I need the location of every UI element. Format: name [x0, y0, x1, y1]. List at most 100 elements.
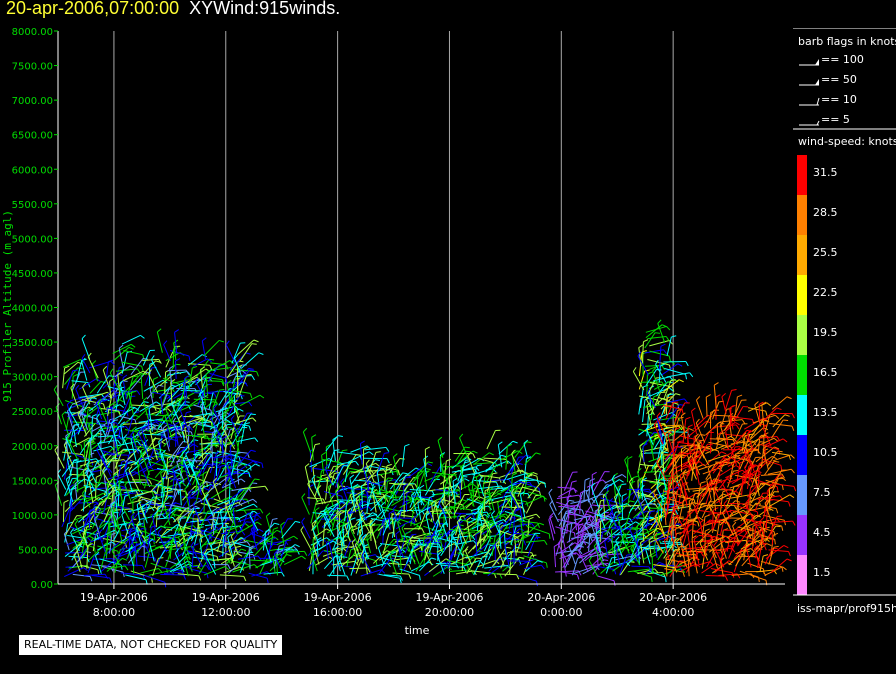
- barb-flag: [138, 512, 144, 515]
- barb-flag: [188, 552, 194, 555]
- barb-staff: [509, 552, 512, 575]
- barb-flag: [240, 394, 243, 400]
- barb-flag: [281, 571, 285, 577]
- barb-staff: [142, 358, 159, 361]
- barb-flag: [95, 506, 101, 510]
- barb-staff: [235, 375, 253, 378]
- barb-flag: [385, 447, 390, 452]
- wind-barb: [66, 400, 74, 424]
- barb-staff: [93, 445, 112, 452]
- barb-flag: [87, 543, 93, 546]
- barb-staff: [118, 348, 125, 371]
- barb-flag: [408, 573, 412, 579]
- barb-flag: [72, 373, 78, 377]
- wind-barb: [162, 424, 170, 452]
- barb-staff: [135, 405, 152, 421]
- wind-barb: [101, 466, 114, 491]
- barb-staff: [134, 546, 138, 567]
- barb-flag: [153, 535, 156, 541]
- barb-flag: [266, 512, 271, 517]
- barb-flag: [228, 486, 234, 491]
- barb-flag: [491, 510, 496, 516]
- wind-barb: [263, 571, 285, 577]
- barb-flag: [476, 499, 482, 503]
- wind-barb: [150, 355, 162, 378]
- barb-flag: [141, 449, 146, 455]
- barb-flag: [132, 426, 137, 431]
- barb-staff: [121, 496, 126, 513]
- barb-staff: [73, 521, 92, 532]
- wind-barb: [139, 532, 152, 557]
- barb-staff: [97, 545, 118, 552]
- barb-staff: [81, 406, 99, 421]
- barb-staff: [130, 373, 142, 386]
- barb-staff: [63, 461, 69, 480]
- barb-staff: [116, 519, 123, 542]
- barb-flag: [148, 369, 152, 374]
- barb-staff: [109, 372, 122, 393]
- barb-flag: [296, 549, 300, 555]
- barb-staff: [364, 558, 368, 575]
- barb-staff: [160, 476, 184, 482]
- barb-staff: [239, 343, 253, 362]
- barb-flag: [188, 489, 194, 493]
- wind-barb: [73, 427, 79, 448]
- barb-staff: [179, 482, 182, 506]
- barb-staff: [69, 473, 88, 476]
- wind-barb: [98, 529, 106, 553]
- wind-barb: [105, 399, 125, 409]
- barb-flag: [528, 516, 534, 520]
- barb-flag: [301, 555, 306, 560]
- barb-flag: [128, 528, 133, 533]
- barb-flag: [419, 484, 425, 489]
- barb-staff: [127, 412, 135, 435]
- barb-flag: [82, 514, 88, 518]
- wind-barb: [239, 343, 257, 362]
- barb-staff: [225, 344, 236, 363]
- barb-staff: [132, 524, 139, 542]
- barb-flag: [446, 458, 452, 462]
- barb-flag: [294, 544, 300, 548]
- barb-staff: [401, 446, 406, 467]
- wind-barb: [111, 546, 121, 566]
- barb-flag: [96, 413, 101, 419]
- barb-flag: [402, 472, 408, 475]
- barb-staff: [122, 396, 131, 415]
- barb-staff: [133, 540, 144, 559]
- barb-staff: [81, 361, 88, 381]
- barb-staff: [160, 573, 184, 576]
- barb-staff: [114, 454, 119, 477]
- wind-barb: [128, 390, 134, 415]
- barb-staff: [102, 369, 112, 393]
- barb-staff: [143, 520, 148, 544]
- wind-barb: [112, 524, 128, 542]
- barb-staff: [71, 395, 93, 406]
- barb-flag: [248, 472, 251, 478]
- barb-flag: [273, 527, 279, 530]
- wind-barb: [73, 521, 96, 532]
- wind-barb: [239, 394, 265, 407]
- wind-barb: [115, 368, 141, 374]
- barb-flag: [248, 425, 252, 431]
- barb-flag: [375, 560, 378, 566]
- barb-flag: [111, 541, 116, 545]
- barb-flag: [218, 339, 225, 343]
- barb-staff: [147, 373, 159, 394]
- wind-barb: [134, 543, 140, 567]
- barb-flag: [375, 462, 380, 467]
- barb-flag: [311, 434, 317, 438]
- barb-staff: [208, 392, 214, 410]
- barb-flag: [471, 535, 476, 541]
- barb-flag: [93, 547, 96, 553]
- barb-staff: [165, 544, 174, 568]
- wind-barb: [148, 405, 154, 432]
- barb-staff: [411, 468, 427, 484]
- barb-staff: [89, 381, 102, 394]
- barb-flag: [81, 357, 86, 362]
- barb-flag: [253, 339, 259, 343]
- barb-flag: [130, 512, 135, 518]
- wind-barb: [109, 368, 122, 393]
- barb-staff: [68, 501, 72, 524]
- barb-staff: [165, 352, 181, 362]
- barb-staff: [155, 507, 159, 528]
